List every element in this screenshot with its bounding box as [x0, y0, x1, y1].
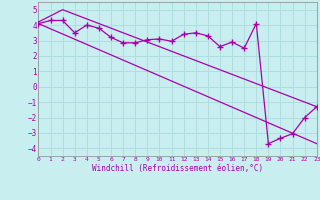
X-axis label: Windchill (Refroidissement éolien,°C): Windchill (Refroidissement éolien,°C): [92, 164, 263, 173]
